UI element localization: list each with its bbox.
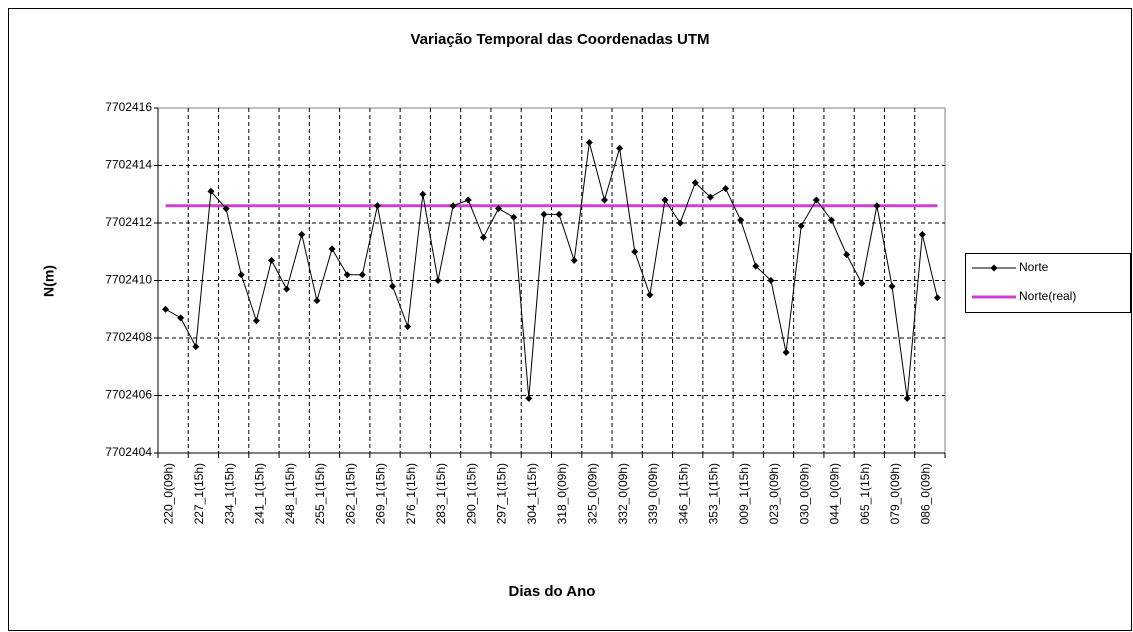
point: [495, 205, 503, 213]
point: [570, 256, 578, 264]
y-tick-label: 7702416: [105, 100, 152, 114]
x-tick-label: 339_0(09h): [646, 463, 660, 524]
point: [827, 216, 835, 224]
y-tick-label: 7702410: [105, 273, 152, 287]
point: [676, 219, 684, 227]
legend-label: Norte(real): [1019, 289, 1076, 303]
point: [918, 231, 926, 238]
point: [737, 216, 745, 224]
x-tick-label: 086_0(09h): [918, 463, 932, 524]
x-tick-label: 044_0(09h): [828, 463, 842, 524]
point: [706, 193, 714, 201]
point: [585, 139, 593, 146]
y-tick-label: 7702412: [105, 215, 152, 229]
x-tick-label: 220_0(09h): [162, 463, 176, 524]
point: [162, 305, 170, 313]
point: [358, 271, 366, 279]
point: [268, 256, 276, 264]
x-tick-label: 023_0(09h): [767, 463, 781, 524]
x-tick-label: 248_1(15h): [283, 463, 297, 524]
point: [616, 144, 624, 152]
point: [434, 277, 442, 284]
x-tick-label: 346_1(15h): [676, 463, 690, 524]
legend-marker: [990, 264, 998, 272]
point: [797, 222, 805, 230]
legend: [965, 253, 1131, 313]
point: [237, 271, 245, 279]
x-tick-label: 227_1(15h): [192, 463, 206, 524]
x-tick-label: 318_0(09h): [555, 463, 569, 524]
point: [177, 314, 185, 322]
y-tick-label: 7702406: [105, 388, 152, 402]
x-tick-label: 297_1(15h): [495, 463, 509, 524]
point: [479, 233, 487, 241]
x-tick-label: 283_1(15h): [434, 463, 448, 524]
point: [933, 294, 941, 302]
point: [404, 323, 412, 330]
x-tick-label: 269_1(15h): [374, 463, 388, 524]
point: [631, 248, 639, 256]
x-tick-label: 325_0(09h): [586, 463, 600, 524]
point: [525, 394, 533, 402]
point: [298, 231, 306, 238]
point: [283, 285, 291, 293]
point: [858, 279, 866, 287]
y-axis-label: N(m): [41, 265, 57, 297]
x-tick-label: 030_0(09h): [797, 463, 811, 524]
y-tick-label: 7702408: [105, 330, 152, 344]
series-line: [165, 142, 938, 399]
point: [252, 317, 260, 325]
point: [313, 297, 321, 305]
point: [646, 291, 654, 299]
x-tick-label: 290_1(15h): [464, 463, 478, 524]
point: [691, 179, 699, 187]
point: [873, 202, 881, 210]
x-tick-label: 009_1(15h): [737, 463, 751, 524]
y-tick-label: 7702404: [105, 445, 152, 459]
point: [510, 213, 518, 221]
x-tick-label: 079_0(09h): [888, 463, 902, 524]
point: [207, 187, 215, 195]
point: [555, 210, 563, 218]
x-tick-label: 234_1(15h): [222, 463, 236, 524]
x-tick-label: 304_1(15h): [525, 463, 539, 524]
point: [903, 394, 911, 402]
chart-title: Variação Temporal das Coordenadas UTM: [411, 31, 710, 48]
point: [389, 282, 397, 290]
x-tick-label: 241_1(15h): [253, 463, 267, 524]
point: [419, 190, 427, 198]
point: [449, 202, 457, 210]
point: [767, 277, 775, 284]
point: [328, 245, 336, 253]
point: [843, 251, 851, 259]
point: [722, 185, 730, 192]
point: [373, 202, 381, 210]
point: [752, 262, 760, 270]
x-tick-label: 065_1(15h): [858, 463, 872, 524]
point: [343, 271, 351, 279]
x-tick-label: 353_1(15h): [707, 463, 721, 524]
point: [782, 348, 790, 356]
point: [600, 196, 608, 204]
y-tick-label: 7702414: [105, 158, 152, 172]
x-tick-label: 262_1(15h): [343, 463, 357, 524]
point: [812, 196, 820, 204]
x-axis-label: Dias do Ano: [509, 583, 596, 600]
x-tick-label: 255_1(15h): [313, 463, 327, 524]
legend-label: Norte: [1019, 260, 1049, 274]
point: [464, 196, 472, 204]
x-tick-label: 276_1(15h): [404, 463, 418, 524]
point: [661, 196, 669, 204]
point: [192, 343, 200, 351]
point: [222, 205, 230, 213]
x-tick-label: 332_0(09h): [616, 463, 630, 524]
point: [540, 210, 548, 218]
point: [888, 282, 896, 290]
